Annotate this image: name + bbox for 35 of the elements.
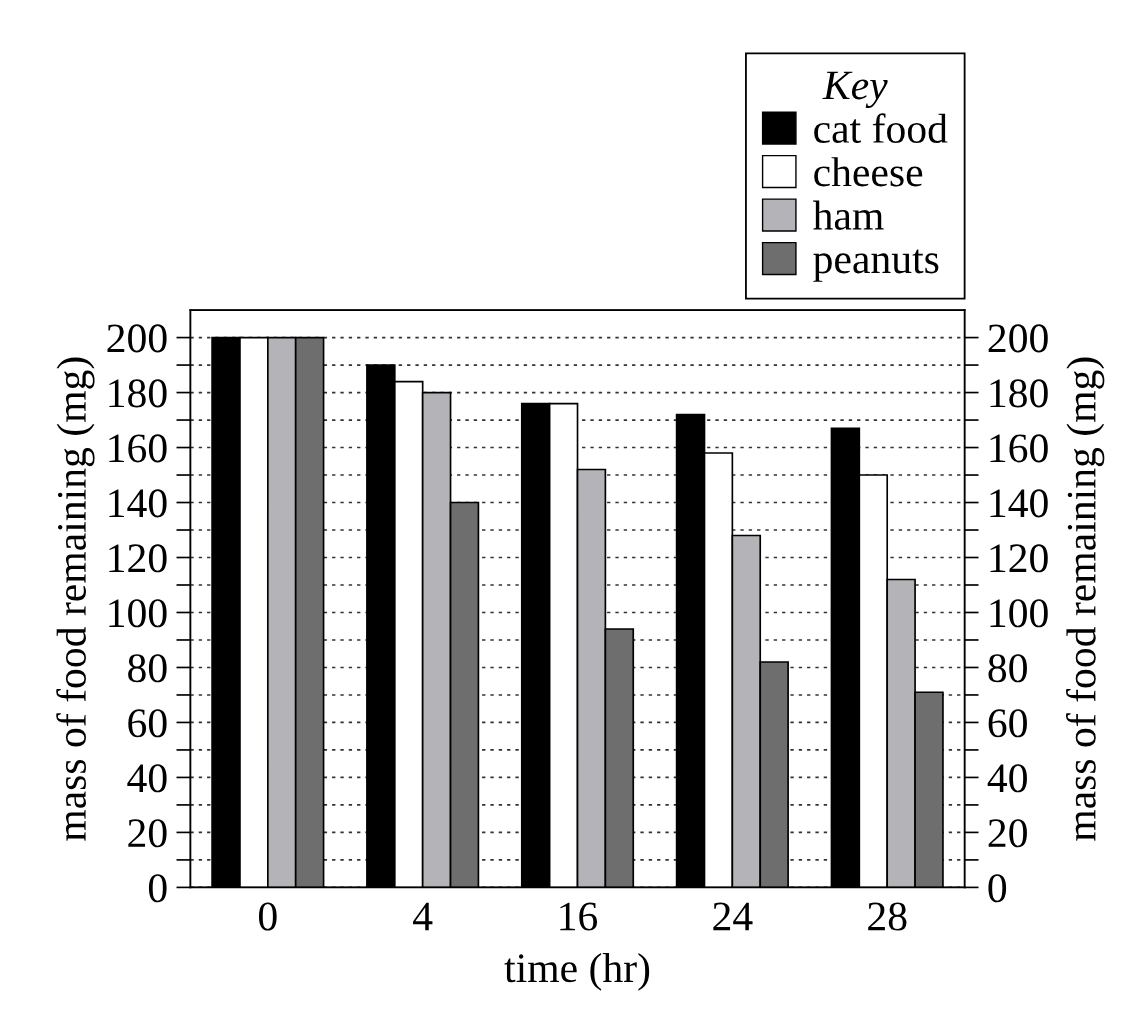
x-tick-label: 4 [413, 902, 433, 931]
y-tick-label: 80 [128, 654, 167, 683]
y-tick-label: 200 [107, 324, 167, 353]
y2-tick-label: 120 [990, 544, 1048, 573]
y-tick-label: 120 [109, 544, 167, 573]
y2-tick-label: 20 [988, 819, 1027, 848]
y-tick-label: 160 [109, 434, 167, 463]
y-axis-title: mass of food remaining (mg) [56, 357, 95, 841]
y2-tick-label: 140 [990, 489, 1048, 518]
x-tick-label: 28 [868, 902, 907, 931]
y-tick-label: 0 [148, 874, 167, 903]
y2-tick-label: 40 [987, 764, 1027, 793]
y2-tick-label: 160 [990, 434, 1048, 463]
legend-label: peanuts [813, 249, 939, 282]
x-axis-title: time (hr) [504, 952, 650, 991]
y-tick-label: 180 [109, 379, 167, 408]
legend-label: ham [813, 200, 884, 230]
y2-tick-label: 0 [988, 874, 1007, 903]
x-tick-label: 0 [259, 902, 277, 931]
x-tick-label: 24 [713, 902, 753, 931]
legend-label: cheese [814, 157, 923, 187]
y-tick-label: 140 [109, 489, 167, 518]
y-tick-label: 100 [109, 599, 167, 628]
legend-title: Key [822, 71, 888, 109]
y2-tick-label: 200 [988, 324, 1048, 353]
y2-tick-label: 60 [988, 709, 1027, 738]
y2-axis-title: mass of food remaining (mg) [1066, 357, 1105, 841]
y-tick-label: 40 [127, 764, 167, 793]
y-tick-label: 60 [128, 709, 167, 738]
y-tick-label: 20 [128, 819, 167, 848]
y2-tick-label: 180 [990, 379, 1048, 408]
legend-label: cat food [814, 113, 948, 144]
x-tick-label: 16 [560, 902, 598, 931]
y2-tick-label: 80 [988, 654, 1027, 683]
y2-tick-label: 100 [990, 599, 1048, 628]
